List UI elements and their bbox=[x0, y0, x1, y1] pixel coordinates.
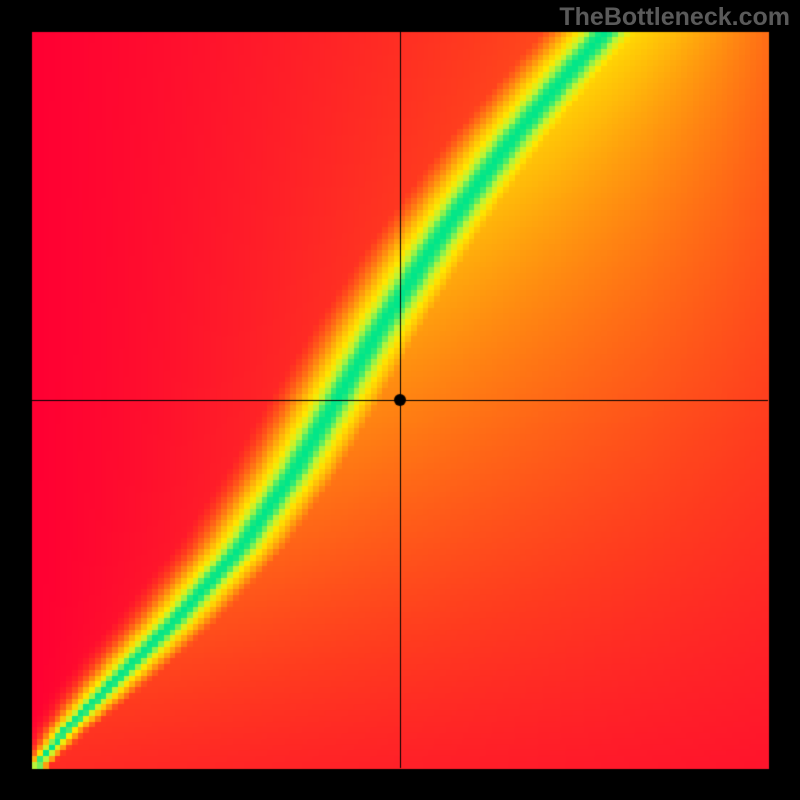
watermark-text: TheBottleneck.com bbox=[559, 3, 790, 32]
bottleneck-heatmap-canvas bbox=[0, 0, 800, 800]
